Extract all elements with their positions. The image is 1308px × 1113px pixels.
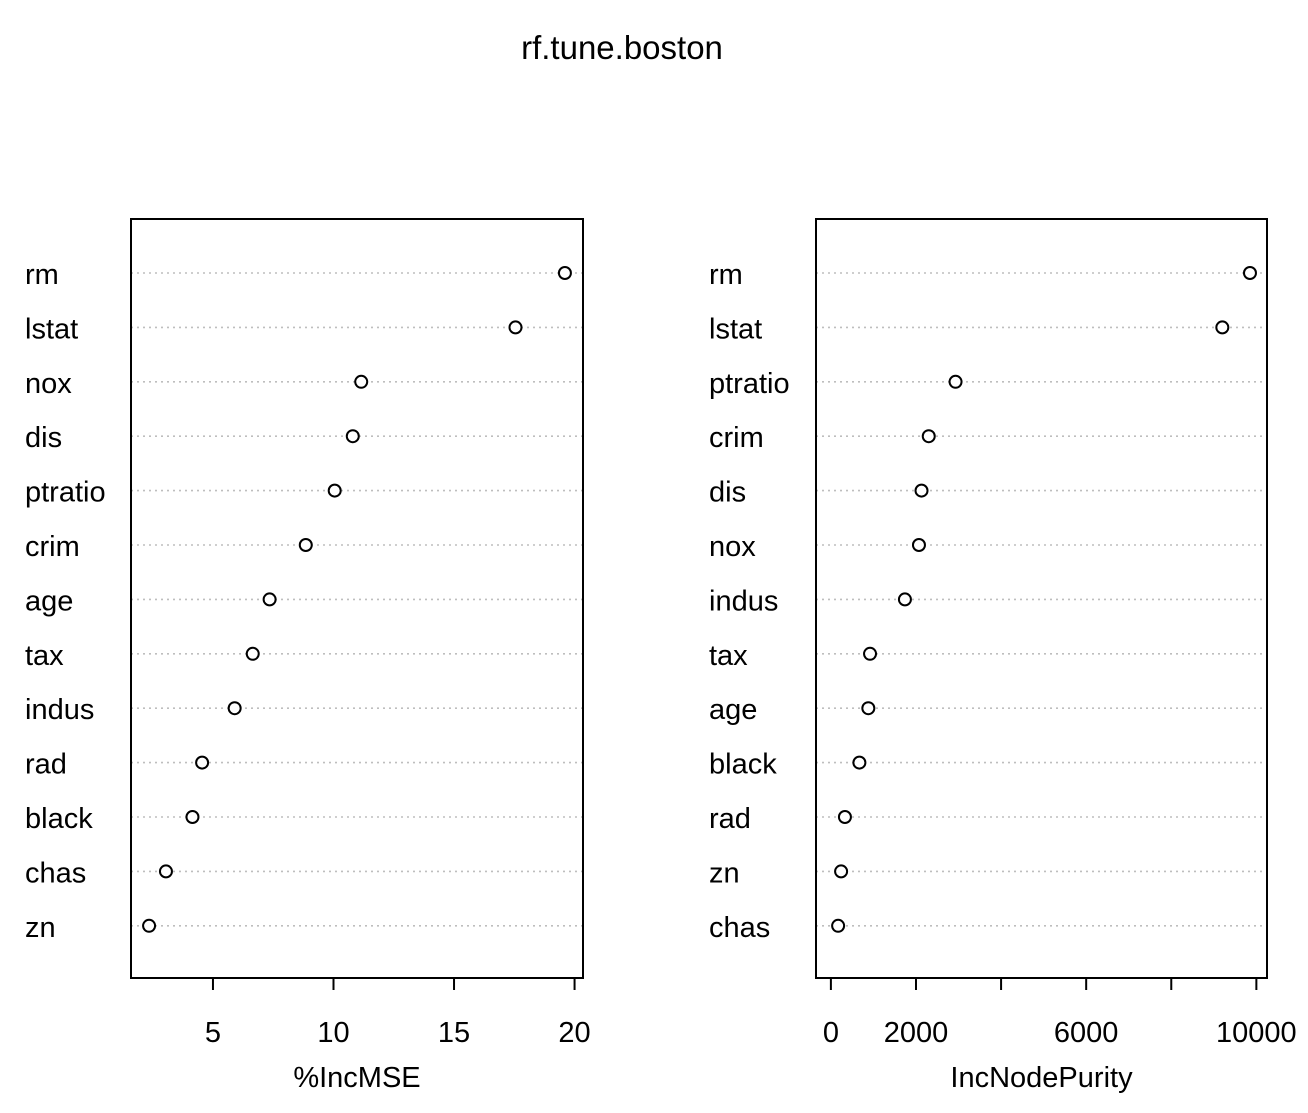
data-point-rad [837,810,852,824]
category-label: lstat [25,313,78,345]
data-point-nox [354,374,369,389]
category-label: ptratio [25,477,106,509]
data-point-chas [158,864,173,879]
data-point-indus [227,701,242,716]
data-point-nox [911,538,926,552]
x-tick-label: 20 [558,1017,590,1049]
data-point-age [262,592,277,607]
category-label: indus [709,585,778,617]
data-point-dis [914,483,929,498]
x-axis-title: %IncMSE [293,1062,420,1094]
category-label: rm [709,259,743,291]
x-tick-label: 15 [438,1017,470,1049]
data-point-lstat [1215,320,1230,335]
data-point-crim [298,538,313,552]
category-label: nox [709,531,756,563]
data-point-tax [863,646,878,661]
category-label: dis [25,422,62,454]
category-label: rad [709,803,751,835]
category-label: dis [709,477,746,509]
category-label: ptratio [709,368,790,400]
data-point-age [861,701,876,716]
category-label: tax [25,640,64,672]
x-tick-label: 5 [205,1017,221,1049]
x-tick-label: 10000 [1216,1017,1297,1049]
x-axis-title: IncNodePurity [950,1062,1133,1094]
data-point-black [185,810,200,824]
panel-2: rm lstat ptratio crim dis nox indus tax age black… [709,218,1297,1094]
data-point-black [852,755,867,770]
data-point-lstat [508,320,523,335]
category-label: lstat [709,313,762,345]
data-point-dis [345,429,360,444]
data-point-indus [897,592,912,607]
category-label: crim [25,531,80,563]
category-label: rad [25,749,67,781]
category-label: age [25,585,73,617]
category-label: nox [25,368,72,400]
category-label: zn [709,857,740,889]
data-point-chas [831,918,846,933]
category-label: indus [25,694,94,726]
category-label: black [25,803,93,835]
data-point-rm [557,266,572,280]
data-point-zn [834,864,849,879]
category-label: tax [709,640,748,672]
category-label: crim [709,422,764,454]
x-tick-label: 6000 [1054,1017,1119,1049]
category-label: black [709,749,777,781]
x-tick-label: 0 [823,1017,839,1049]
data-point-ptratio [948,374,963,389]
data-point-ptratio [327,483,342,498]
chart-title: rf.tune.boston [521,29,723,66]
x-tick-label: 10 [317,1017,349,1049]
data-point-tax [245,646,260,661]
category-label: zn [25,912,56,944]
category-label: chas [25,857,86,889]
category-label: age [709,694,757,726]
data-point-rad [195,755,210,770]
panel-1: rm lstat nox dis ptratio crim age tax indus rad bl… [25,218,591,1094]
data-point-crim [921,429,936,444]
data-point-zn [142,918,157,933]
category-label: chas [709,912,770,944]
data-point-rm [1242,266,1257,280]
x-tick-label: 2000 [884,1017,949,1049]
category-label: rm [25,259,59,291]
